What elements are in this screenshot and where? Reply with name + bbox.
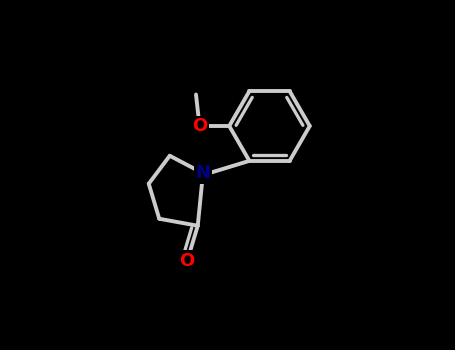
Text: N: N — [196, 164, 211, 182]
Text: O: O — [180, 252, 195, 270]
Text: O: O — [192, 117, 207, 135]
